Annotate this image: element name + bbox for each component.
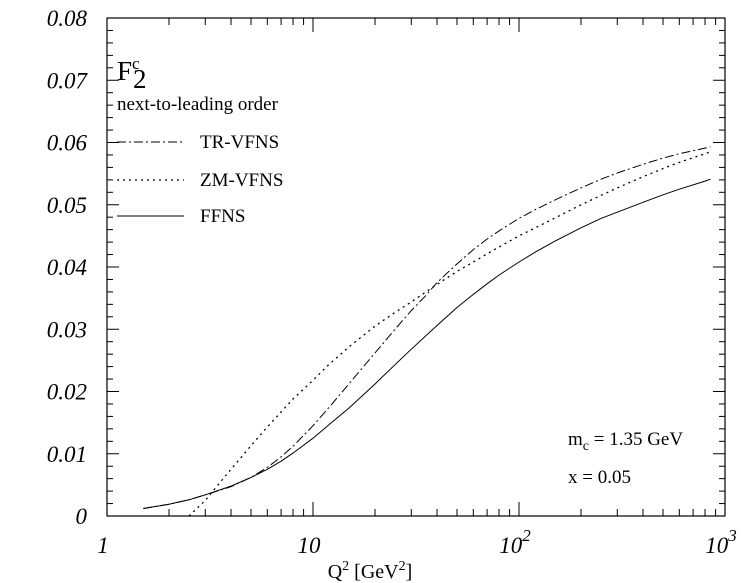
y-tick-label: 0.05 [47,193,87,218]
y-tick-label: 0.07 [47,68,89,93]
series-line-zm-vfns [188,151,711,517]
x-tick-labels: 1 10 102 103 [97,526,737,558]
y-tick-labels: 0 0.01 0.02 0.03 0.04 0.05 0.06 0.07 0.08 [47,6,89,529]
x-tick-label: 10 [298,533,322,558]
legend-label-ffns: FFNS [200,206,245,227]
axis-ticks [106,17,726,517]
x-tick-label: 1 [97,533,109,558]
y-tick-label: 0.08 [47,6,88,31]
series-line-tr-vfns [143,146,711,509]
legend-label-zm-vfns: ZM-VFNS [200,170,283,191]
legend: TR-VFNS ZM-VFNS FFNS [117,132,283,227]
y-tick-label: 0.02 [47,380,87,405]
y-tick-label: 0.01 [47,442,87,467]
chart-title-subscript: 2 [133,64,147,94]
y-tick-label: 0.03 [47,317,87,342]
x-annotation: x = 0.05 [568,467,631,488]
x-tick-label: 102 [499,526,531,558]
chart-title: Fc [117,54,140,86]
series-layer [143,146,711,517]
chart-subtitle: next-to-leading order [117,94,279,115]
mass-annotation: mc = 1.35 GeV [568,429,683,454]
y-tick-label: 0.04 [47,255,87,280]
y-tick-label: 0 [76,504,88,529]
legend-label-tr-vfns: TR-VFNS [200,132,279,153]
x-axis-label: Q2 [GeV2] [328,559,413,583]
y-tick-label: 0.06 [47,131,88,156]
series-line-ffns [143,178,711,509]
x-tick-label: 103 [705,526,737,558]
